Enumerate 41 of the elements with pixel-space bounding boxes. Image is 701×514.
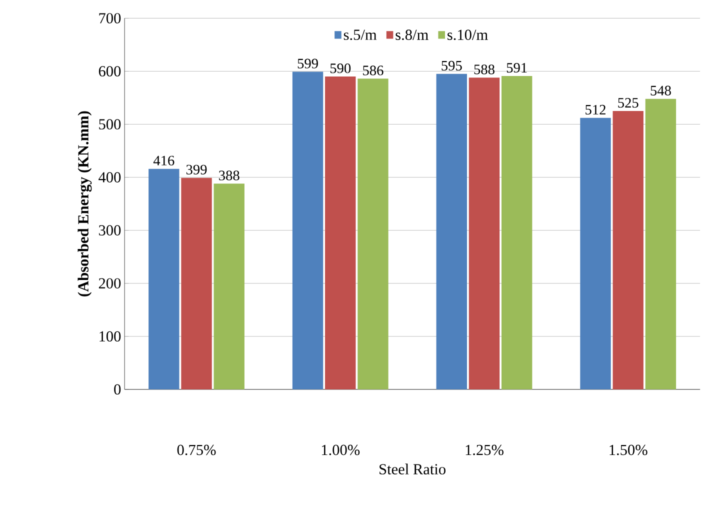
data-label: 586 — [363, 66, 384, 76]
x-tick-label: 1.50% — [610, 444, 648, 456]
bar — [436, 74, 467, 390]
bar — [468, 78, 500, 390]
data-label: 595 — [442, 60, 462, 70]
bar — [580, 118, 611, 390]
bar — [358, 78, 388, 390]
bar — [612, 110, 644, 390]
y-tick-label: 400 — [98, 172, 121, 182]
data-label: 525 — [618, 98, 638, 108]
y-axis-title: (Absorbed Energy (KN.mm) — [78, 111, 92, 296]
bar — [148, 168, 180, 390]
y-tick-label: 100 — [100, 331, 121, 342]
data-label: 388 — [219, 170, 240, 180]
bar — [214, 184, 244, 390]
y-tick-label: 700 — [99, 13, 121, 24]
legend-label: s.5/m — [344, 30, 377, 40]
legend-label: s.8/m — [396, 30, 428, 40]
bar — [502, 76, 532, 390]
bar — [645, 98, 676, 390]
y-tick-label: 0 — [114, 384, 121, 395]
data-label: 416 — [153, 156, 174, 166]
data-label: 548 — [650, 86, 671, 96]
x-tick-label: 1.00% — [322, 444, 360, 456]
bar — [292, 72, 324, 390]
data-label: 599 — [298, 58, 318, 68]
data-label: 399 — [186, 164, 207, 174]
data-label: 512 — [586, 104, 606, 114]
y-tick-label: 300 — [99, 225, 121, 236]
y-tick-label: 200 — [98, 278, 121, 288]
data-label: 588 — [474, 64, 494, 74]
data-label: 591 — [506, 62, 527, 73]
bar — [181, 178, 212, 390]
x-axis-title: Steel Ratio — [380, 464, 446, 474]
x-tick-label: 0.75% — [177, 444, 216, 456]
bar — [325, 76, 356, 390]
legend-label: s.10/m — [448, 30, 488, 40]
data-label: 590 — [330, 63, 351, 74]
y-tick-label: 600 — [98, 66, 121, 76]
x-tick-label: 1.25% — [466, 444, 504, 456]
y-tick-label: 500 — [99, 119, 121, 130]
